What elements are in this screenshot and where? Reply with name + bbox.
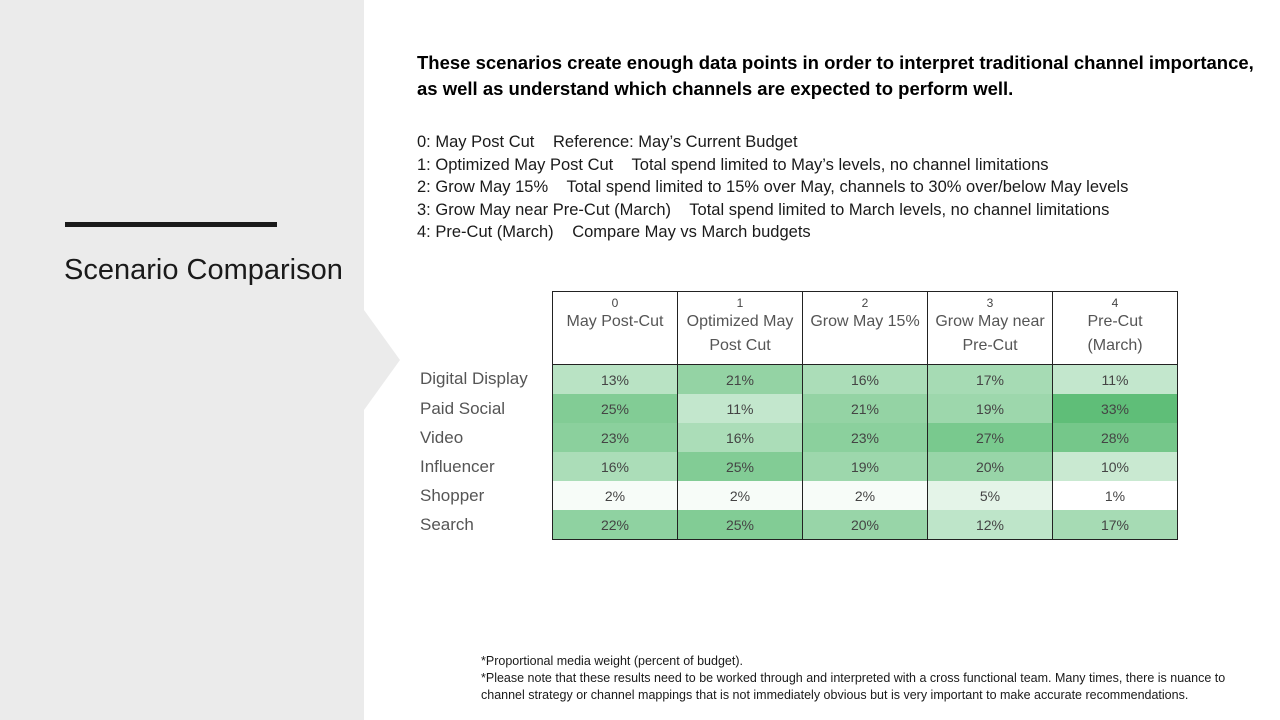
column-header: 2 Grow May 15% (802, 291, 928, 365)
heat-cell: 27% (927, 423, 1053, 452)
scenario-desc: Total spend limited to 15% over May, cha… (566, 178, 1129, 196)
row-label: Paid Social (420, 398, 506, 418)
row-label: Video (420, 427, 464, 447)
column-header: 3 Grow May near Pre-Cut (927, 291, 1053, 365)
heat-cell: 22% (552, 510, 678, 540)
column-name-line-1: Optimized May (686, 313, 794, 330)
column-number: 3 (986, 296, 994, 310)
heat-cell: 11% (1052, 364, 1178, 394)
heat-cell: 2% (802, 481, 928, 510)
row-label: Shopper (420, 485, 485, 505)
column-name-line-1: Grow May near (935, 313, 1045, 330)
scenario-item: 2: Grow May 15% Total spend limited to 1… (417, 176, 1128, 199)
footnote-2: *Please note that these results need to … (481, 671, 1226, 702)
column-name-line-2: (March) (1087, 337, 1143, 354)
heat-cell: 33% (1052, 394, 1178, 423)
slide-title: Scenario Comparison (64, 254, 343, 286)
heat-cell: 23% (802, 423, 928, 452)
scenario-desc: Compare May vs March budgets (572, 223, 811, 241)
column-name-line-2: Pre-Cut (962, 337, 1018, 354)
footnotes: *Proportional media weight (percent of b… (481, 653, 1241, 704)
headline-line-2: as well as understand which channels are… (417, 78, 1014, 99)
scenario-code: 4: (417, 223, 431, 241)
footnote-1: *Proportional media weight (percent of b… (481, 654, 743, 668)
heatmap-table-wrapper: 0 May Post-Cut 1 Optimized May Post Cut … (420, 291, 1178, 540)
scenario-name: Optimized May Post Cut (435, 155, 614, 174)
heat-cell: 12% (927, 510, 1053, 540)
table-row: Paid Social 25% 11% 21% 19% 33% (420, 394, 1178, 423)
scenario-code: 1: (417, 155, 431, 174)
title-rule (65, 222, 277, 227)
heat-cell: 20% (927, 452, 1053, 481)
table-row: Video 23% 16% 23% 27% 28% (420, 423, 1178, 452)
heat-cell: 17% (1052, 510, 1178, 540)
heat-cell: 2% (552, 481, 678, 510)
column-name-line-1: May Post-Cut (566, 313, 664, 330)
heat-cell: 17% (927, 364, 1053, 394)
heat-cell: 25% (677, 510, 803, 540)
heat-cell: 23% (552, 423, 678, 452)
heat-cell: 19% (927, 394, 1053, 423)
heat-cell: 25% (677, 452, 803, 481)
header-row: 0 May Post-Cut 1 Optimized May Post Cut … (420, 291, 1178, 365)
scenario-list: 0: May Post Cut Reference: May’s Current… (417, 131, 1128, 244)
row-label: Search (420, 514, 474, 534)
column-number: 0 (611, 296, 619, 310)
scenario-desc: Total spend limited to March levels, no … (689, 200, 1110, 219)
chevron-arrow (364, 310, 400, 410)
scenario-item: 3: Grow May near Pre-Cut (March) Total s… (417, 199, 1128, 222)
scenario-desc: Total spend limited to May’s levels, no … (631, 155, 1049, 174)
heat-cell: 2% (677, 481, 803, 510)
column-name-line-2: Post Cut (709, 337, 771, 354)
heat-cell: 19% (802, 452, 928, 481)
headline-line-1: These scenarios create enough data point… (417, 52, 1254, 73)
column-number: 4 (1111, 296, 1119, 310)
heat-cell: 16% (552, 452, 678, 481)
row-label: Influencer (420, 456, 495, 476)
scenario-name: Grow May 15% (435, 178, 549, 196)
headline: These scenarios create enough data point… (417, 50, 1267, 102)
table-row: Digital Display 13% 21% 16% 17% 11% (420, 364, 1178, 394)
heat-cell: 16% (677, 423, 803, 452)
column-header: 4 Pre-Cut (March) (1052, 291, 1178, 365)
column-number: 1 (736, 296, 744, 310)
heat-cell: 10% (1052, 452, 1178, 481)
column-name-line-1: Grow May 15% (810, 313, 920, 330)
scenario-code: 3: (417, 200, 431, 219)
scenario-item: 1: Optimized May Post Cut Total spend li… (417, 154, 1128, 177)
heat-cell: 13% (552, 364, 678, 394)
scenario-code: 0: (417, 133, 431, 151)
heat-cell: 28% (1052, 423, 1178, 452)
heat-cell: 11% (677, 394, 803, 423)
column-number: 2 (861, 296, 869, 310)
scenario-name: Grow May near Pre-Cut (March) (435, 200, 671, 219)
heat-cell: 1% (1052, 481, 1178, 510)
scenario-item: 4: Pre-Cut (March) Compare May vs March … (417, 221, 1128, 244)
scenario-item: 0: May Post Cut Reference: May’s Current… (417, 131, 1128, 154)
heat-cell: 25% (552, 394, 678, 423)
table-row: Shopper 2% 2% 2% 5% 1% (420, 481, 1178, 510)
heat-cell: 16% (802, 364, 928, 394)
scenario-name: May Post Cut (435, 133, 535, 151)
heat-cell: 21% (802, 394, 928, 423)
scenario-name: Pre-Cut (March) (435, 223, 554, 241)
column-header: 1 Optimized May Post Cut (677, 291, 803, 365)
table-row: Search 22% 25% 20% 12% 17% (420, 510, 1178, 540)
row-label: Digital Display (420, 369, 528, 389)
left-panel (0, 0, 364, 720)
column-name-line-1: Pre-Cut (1087, 313, 1143, 330)
scenario-desc: Reference: May’s Current Budget (553, 133, 798, 151)
heatmap-table: 0 May Post-Cut 1 Optimized May Post Cut … (420, 291, 1178, 540)
corner-cell (420, 292, 553, 365)
heat-cell: 20% (802, 510, 928, 540)
column-header: 0 May Post-Cut (552, 291, 678, 365)
table-row: Influencer 16% 25% 19% 20% 10% (420, 452, 1178, 481)
scenario-code: 2: (417, 178, 431, 196)
heat-cell: 5% (927, 481, 1053, 510)
heat-cell: 21% (677, 364, 803, 394)
